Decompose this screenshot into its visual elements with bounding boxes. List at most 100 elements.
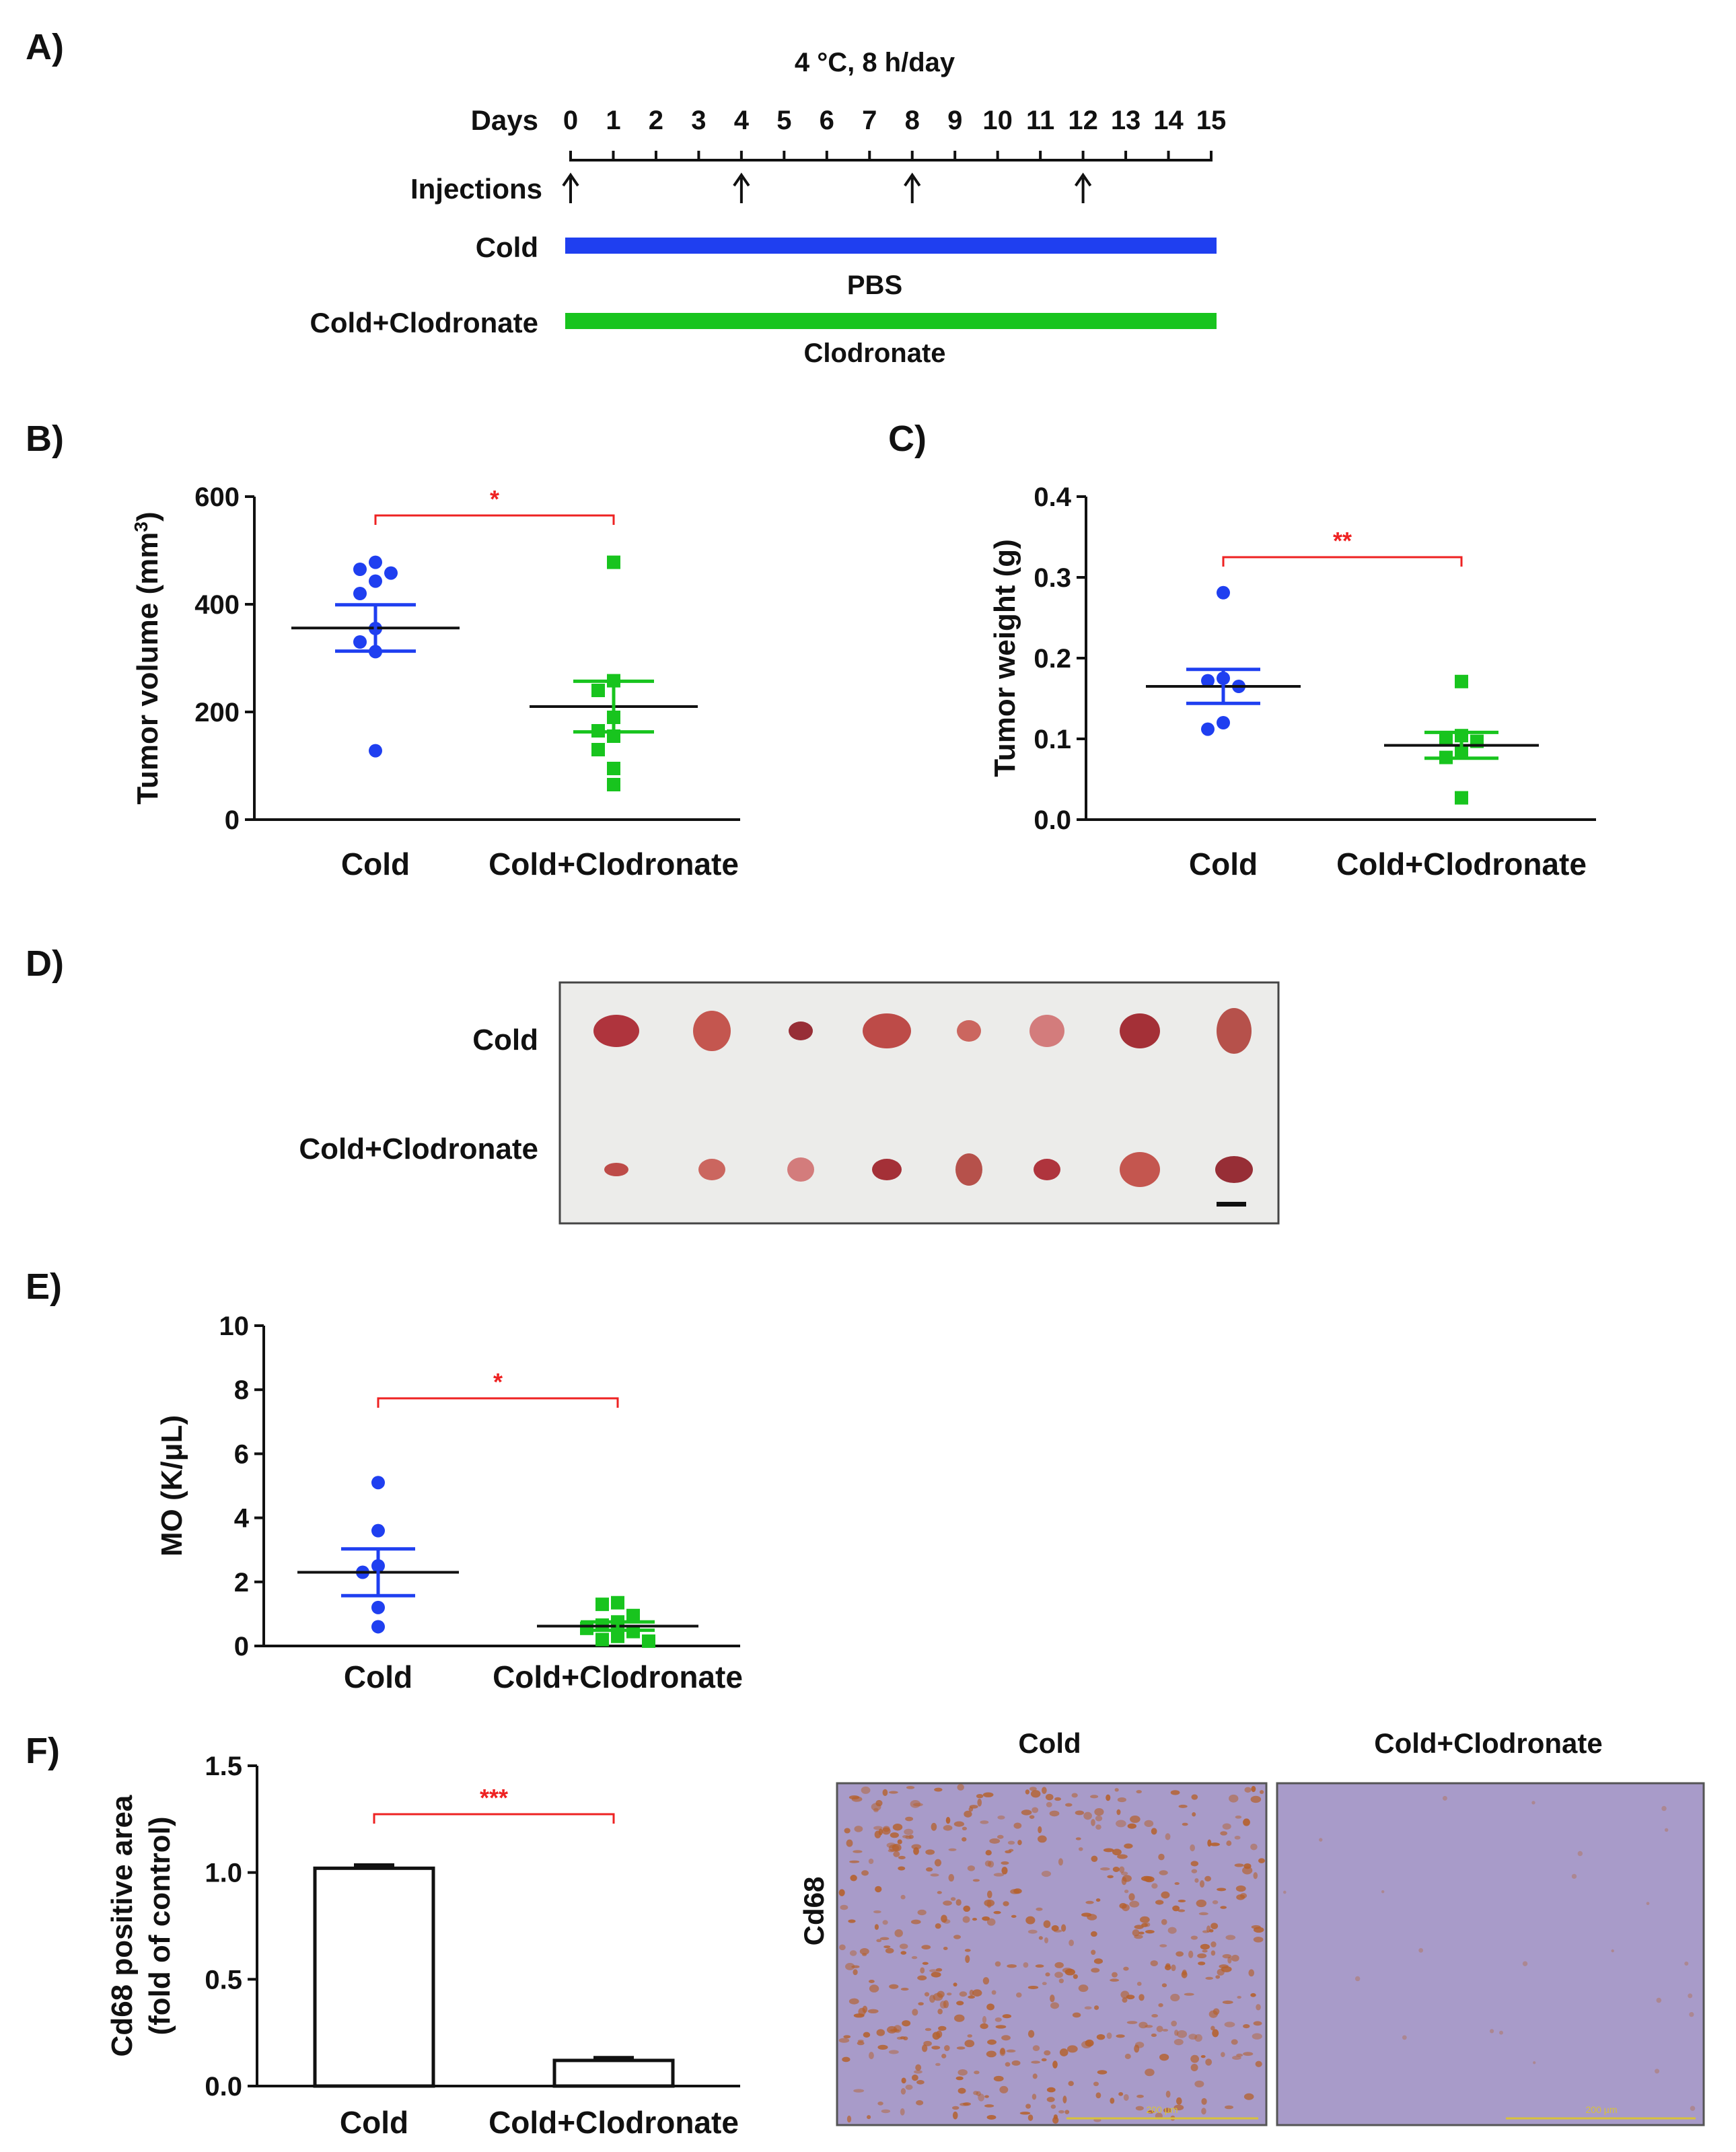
data-point [1439,732,1453,746]
cd68-stain-spot [951,2106,960,2110]
cd68-stain-spot [952,2111,958,2120]
cd68-stain-spot [916,2080,925,2085]
panel-d: D) Cold Cold+Clodronate [26,943,1280,1225]
cd68-stain-spot [1058,1858,1063,1866]
cd68-stain-spot [1165,1964,1171,1970]
cd68-stain-spot [890,1832,899,1838]
cd68-stain-spot [1130,1815,1141,1823]
cd68-stain-spot [1050,1995,1055,2003]
cd68-stain-spot [893,1851,900,1857]
cd68-stain-spot [869,2052,874,2060]
cd68-stain-spot [937,1891,942,1894]
cd68-stain-spot [906,1786,915,1789]
cd68-stain-spot [901,2077,906,2084]
cd68-stain-spot [846,1839,853,1847]
cd68-stain-spot [1090,1795,1099,1799]
cd68-stain-spot [1052,2060,1058,2069]
cd68-stain-spot [1243,2052,1254,2056]
cd68-stain-spot [937,2009,943,2015]
tumor-photo [558,981,1280,1225]
cd68-stain-spot [1050,2002,1060,2009]
cd68-stain-spot [962,1826,967,1831]
cd68-stain-spot [1354,1976,1361,1982]
cd68-stain-spot [1227,1956,1232,1964]
cd68-stain-spot [1093,1958,1104,1964]
significance-marker: * [493,1368,503,1396]
cd68-stain-spot [1201,2108,1206,2115]
cd68-stain-spot [1122,1904,1130,1912]
cd68-stain-spot [1117,1854,1128,1859]
cd68-stain-spot [993,1873,1005,1877]
cd68-stain-spot [1132,1929,1140,1937]
cd68-stain-spot [1243,1818,1250,1826]
cd68-stain-spot [869,1984,879,1993]
cd68-stain-spot [905,2084,913,2090]
y-tick-label: 6 [234,1439,249,1469]
cd68-stain-spot [931,2046,941,2050]
tumor-specimen [593,1015,639,1047]
cd68-stain-spot [1172,1905,1180,1912]
cd68-stain-spot [1118,2091,1124,2096]
cd68-stain-spot [1139,1916,1150,1923]
cd68-stain-spot [1256,2004,1261,2011]
cd68-stain-spot [1219,1964,1229,1969]
cd68-stain-spot [953,1982,957,1987]
cd68-stain-spot [1129,1900,1140,1908]
photo-row-clodronate-label: Cold+Clodronate [299,1133,538,1165]
group-clodronate-label: Cold+Clodronate [310,307,538,338]
panel-e-letter: E) [26,1266,62,1307]
cd68-stain-spot [857,2040,864,2043]
data-point [607,555,620,569]
cd68-stain-spot [1418,1947,1424,1953]
cd68-stain-spot [1041,1870,1052,1877]
data-point [591,684,605,697]
cd68-stain-spot [858,2007,866,2016]
day-tick-label: 1 [606,106,620,135]
cd68-stain-spot [1073,1974,1078,1979]
cd68-stain-spot [881,2109,891,2114]
cd68-stain-spot [985,1850,992,1856]
injection-arrow-head [1074,172,1092,187]
cd68-stain-spot [1196,1899,1207,1908]
data-point [369,744,382,758]
cd68-stain-spot [1078,1847,1083,1851]
cd68-stain-spot [1226,1840,1232,1846]
cd68-stain-spot [862,1953,867,1957]
cd68-stain-spot [986,2115,997,2120]
cd68-stain-spot [1058,1978,1064,1984]
cd68-stain-spot [984,2095,989,2098]
cd68-stain-spot [1661,1805,1667,1812]
cd68-stain-spot [1005,2062,1011,2067]
cd68-stain-spot [840,1904,848,1910]
cd68-stain-spot [842,2056,851,2063]
tumor-specimen [1120,1152,1160,1187]
cd68-stain-spot [1231,2055,1241,2060]
data-point [607,778,620,791]
cd68-stain-spot [873,1826,883,1830]
cd68-stain-spot [1013,1888,1022,1894]
cd68-stain-spot [1174,2030,1179,2036]
cd68-stain-spot [882,1920,888,1925]
cd68-stain-spot [1124,1890,1129,1894]
cd68-stain-spot [1124,1843,1133,1849]
cd68-stain-spot [1007,1964,1017,1968]
cd68-stain-spot [1091,1949,1096,1956]
injection-arrow-head [562,172,579,187]
cd68-stain-spot [986,1890,992,1898]
data-point [1201,722,1215,736]
cd68-stain-spot [997,1834,1004,1839]
cd68-stain-spot [913,1803,923,1807]
cd68-stain-spot [1025,1789,1030,1795]
cd68-stain-spot [1083,1812,1092,1820]
cd68-stain-spot [1032,1807,1039,1814]
category-label: Cold+Clodronate [493,1659,743,1694]
cd68-stain-spot [1194,2080,1204,2087]
cd68-stain-spot [879,1937,890,1941]
cd68-stain-spot [1001,1861,1009,1865]
cd68-stain-spot [1188,2034,1198,2040]
cd68-stain-spot [1190,2054,1199,2063]
cd68-stain-spot [1319,1838,1323,1842]
cd68-stain-spot [1045,1972,1050,1977]
cd68-stain-spot [1381,1890,1385,1894]
data-point [607,762,620,775]
